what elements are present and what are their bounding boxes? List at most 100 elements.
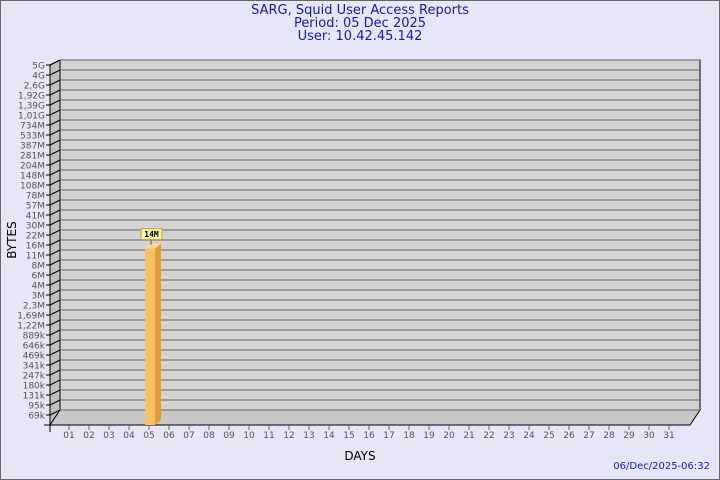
depth-tick [49,99,61,106]
y-tick-label: 2,3M [23,302,45,312]
x-tick-label: 19 [423,431,435,441]
x-tick-label: 14 [323,431,335,441]
x-tick-label: 08 [203,431,215,441]
depth-tick [49,139,61,146]
x-tick-label: 03 [103,431,114,441]
x-tick-label: 16 [363,431,375,441]
y-tick-label: 180k [23,382,46,392]
bar-side [155,243,161,425]
y-tick-label: 57M [26,202,45,212]
y-tick-label: 1,22M [17,322,45,332]
depth-tick [49,329,61,336]
x-tick-label: 31 [663,431,674,441]
x-tick-label: 17 [383,431,394,441]
depth-tick [49,79,61,86]
plot-area [59,59,701,411]
chart-period: Period: 05 Dec 2025 [293,16,427,31]
depth-tick [49,259,61,266]
generated-timestamp: 06/Dec/2025-06:32 [613,461,710,472]
y-tick-label: 4M [32,282,46,292]
y-tick-label: 1,92G [18,92,45,102]
depth-tick [49,149,61,156]
x-tick-label: 12 [283,431,294,441]
x-tick-label: 28 [603,431,615,441]
x-tick-label: 23 [503,431,514,441]
y-tick-label: 533M [20,132,45,142]
y-tick-label: 387M [20,142,45,152]
x-tick-label: 01 [63,431,74,441]
data-label: 14M [144,230,159,239]
depth-tick [49,69,61,76]
y-tick-label: 6M [32,272,46,282]
y-tick-label: 78M [26,192,45,202]
depth-tick [49,239,61,246]
depth-tick [49,349,61,356]
depth-tick [49,59,61,66]
depth-tick [49,319,61,326]
depth-tick [49,89,61,96]
data-label-box [140,228,163,241]
depth-tick [49,169,61,176]
depth-tick [49,229,61,236]
depth-tick [49,219,61,226]
x-tick-label: 22 [483,431,494,441]
y-tick-label: 204M [20,162,45,172]
depth-tick [49,209,61,216]
y-tick-label: 30M [26,222,45,232]
x-tick-label: 11 [263,431,274,441]
y-tick-label: 734M [20,122,45,132]
x-tick-label: 21 [463,431,474,441]
x-tick-label: 04 [123,431,135,441]
y-tick-label: 281M [20,152,45,162]
y-tick-label: 889k [23,332,46,342]
y-tick-label: 5G [32,62,45,72]
y-tick-label: 148M [20,172,45,182]
x-tick-label: 25 [543,431,554,441]
depth-tick [49,289,61,296]
y-tick-label: 4G [32,72,45,82]
depth-tick [49,309,61,316]
depth-tick [49,409,61,416]
x-tick-label: 26 [563,431,575,441]
depth-tick [49,179,61,186]
y-tick-label: 646k [23,342,46,352]
depth-tick [49,299,61,306]
depth-tick [49,379,61,386]
x-tick-label: 02 [83,431,94,441]
x-tick-label: 20 [443,431,455,441]
y-tick-label: 1,69M [17,312,45,322]
depth-tick [49,199,61,206]
y-tick-label: 41M [26,212,45,222]
x-tick-label: 09 [223,431,235,441]
depth-tick [49,389,61,396]
y-axis-title: BYTES [5,221,19,258]
y-tick-label: 16M [26,242,45,252]
bar-top [145,243,161,249]
x-tick-label: 29 [623,431,635,441]
depth-tick [49,249,61,256]
y-tick-label: 341k [23,362,46,372]
depth-tick [49,189,61,196]
x-tick-label: 13 [303,431,314,441]
x-tick-label: 06 [163,431,175,441]
depth-tick [49,359,61,366]
x-axis-title: DAYS [344,449,376,463]
y-tick-label: 108M [20,182,45,192]
y-tick-label: 1,01G [18,112,45,122]
y-tick-label: 469k [23,352,46,362]
x-tick-label: 15 [343,431,354,441]
depth-tick [49,369,61,376]
y-tick-label: 95k [28,402,45,412]
depth-tick [49,399,61,406]
x-tick-label: 27 [583,431,594,441]
x-tick-label: 05 [143,431,154,441]
y-tick-label: 69k [28,412,45,422]
chart-user: User: 10.42.45.142 [297,29,423,44]
depth-tick [49,269,61,276]
y-tick-label: 22M [26,232,45,242]
x-tick-label: 30 [643,431,655,441]
depth-tick [49,119,61,126]
bar [145,248,155,425]
y-tick-label: 11M [26,252,45,262]
